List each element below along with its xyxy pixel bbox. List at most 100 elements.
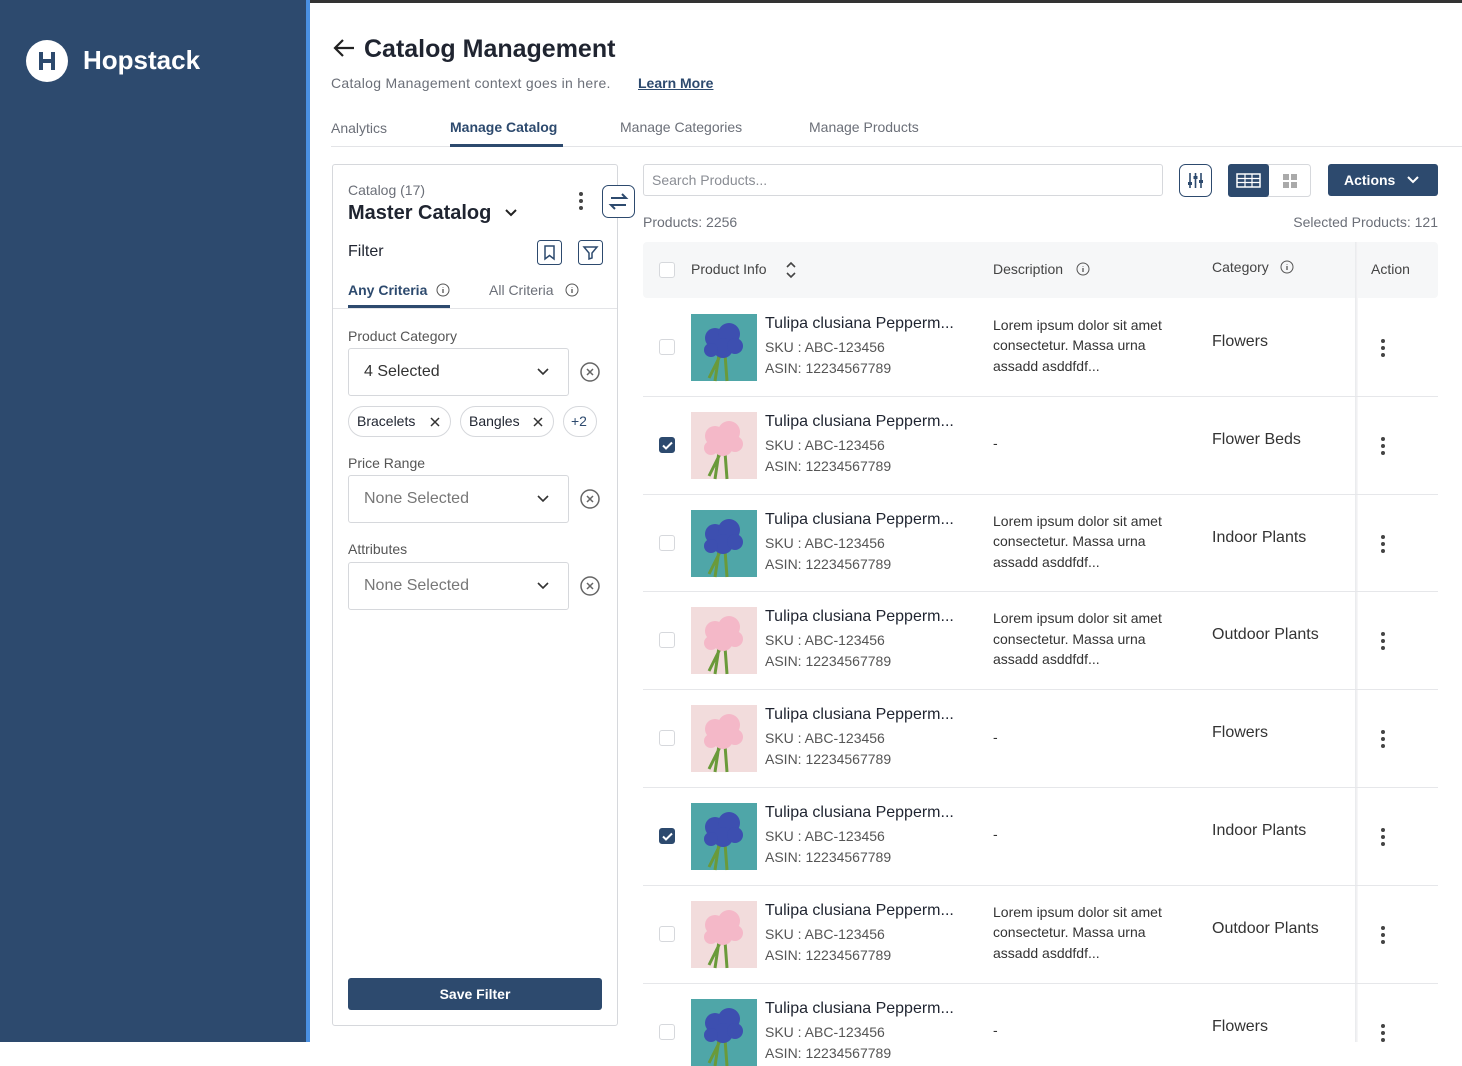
row-action-menu[interactable] <box>1380 436 1386 456</box>
context-text: Catalog Management context goes in here. <box>331 75 611 91</box>
column-header: Category <box>1212 259 1269 275</box>
row-checkbox[interactable] <box>659 632 675 649</box>
product-name: Tulipa clusiana Pepperm... <box>765 608 954 626</box>
product-thumbnail <box>691 314 757 382</box>
column-header[interactable]: Product Info <box>691 261 767 277</box>
actions-button[interactable]: Actions <box>1328 164 1438 196</box>
info-icon <box>436 283 450 297</box>
selected-count: Selected Products: 121 <box>1293 214 1438 230</box>
chip: Bangles <box>460 406 554 437</box>
chip-remove[interactable] <box>532 416 544 428</box>
product-category: Indoor Plants <box>1212 528 1307 546</box>
page-title: Catalog Management <box>364 35 616 63</box>
select-all-checkbox[interactable] <box>659 262 675 278</box>
column-header: Action <box>1371 261 1410 277</box>
product-asin: ASIN: 12234567789 <box>765 946 892 963</box>
info-icon <box>565 283 579 297</box>
product-name: Tulipa clusiana Pepperm... <box>765 412 954 430</box>
catalog-name[interactable]: Master Catalog <box>348 202 492 224</box>
learn-more-link[interactable]: Learn More <box>638 75 714 91</box>
actions-chevron <box>1407 176 1419 184</box>
row-action-menu[interactable] <box>1380 827 1386 847</box>
sticky-column-shadow <box>1355 242 1358 1042</box>
select[interactable]: None Selected <box>348 562 569 610</box>
row-action-menu[interactable] <box>1380 729 1386 749</box>
chip-more[interactable]: +2 <box>563 406 597 437</box>
row-action-menu[interactable] <box>1380 631 1386 651</box>
check-mark <box>662 441 673 450</box>
select[interactable]: None Selected <box>348 475 569 523</box>
brand-logo <box>26 40 68 82</box>
funnel-button[interactable] <box>578 240 603 265</box>
product-description: Lorem ipsum dolor sit amet consectetur. … <box>993 610 1162 668</box>
search-input[interactable]: Search Products... <box>643 164 1163 196</box>
product-sku: SKU : ABC-123456 <box>765 632 885 649</box>
row-checkbox[interactable] <box>659 436 675 453</box>
filter-title: Filter <box>348 243 384 260</box>
column-settings-button[interactable] <box>1179 164 1213 197</box>
bookmark-button[interactable] <box>537 240 562 265</box>
catalog-chevron[interactable] <box>505 208 517 218</box>
row-divider <box>643 591 1438 593</box>
sort-icon[interactable] <box>785 261 797 279</box>
product-description: Lorem ipsum dolor sit amet consectetur. … <box>993 316 1162 374</box>
tab-active[interactable]: Manage Catalog <box>450 119 558 135</box>
back-arrow[interactable] <box>332 38 356 58</box>
product-thumbnail <box>691 998 757 1066</box>
product-name: Tulipa clusiana Pepperm... <box>765 510 954 528</box>
product-sku: SKU : ABC-123456 <box>765 436 885 453</box>
row-checkbox[interactable] <box>659 730 675 747</box>
criteria-divider <box>333 308 617 309</box>
save-filter-button[interactable]: Save Filter <box>348 978 602 1010</box>
row-divider <box>643 395 1438 397</box>
chip-remove[interactable] <box>429 416 441 428</box>
product-description: - <box>993 435 998 452</box>
row-divider <box>643 689 1438 691</box>
kebab-menu[interactable] <box>578 191 584 213</box>
field-label: Product Category <box>348 328 457 344</box>
check-mark <box>662 832 673 841</box>
product-asin: ASIN: 12234567789 <box>765 653 892 670</box>
row-divider <box>643 884 1438 886</box>
row-action-menu[interactable] <box>1380 925 1386 945</box>
info-icon <box>1076 262 1090 276</box>
product-name: Tulipa clusiana Pepperm... <box>765 706 954 724</box>
product-asin: ASIN: 12234567789 <box>765 457 892 474</box>
tab[interactable]: Manage Products <box>809 119 919 135</box>
switch-catalog-button[interactable] <box>602 185 635 218</box>
product-sku: SKU : ABC-123456 <box>765 925 885 942</box>
view-toggle[interactable] <box>1228 164 1311 197</box>
product-sku: SKU : ABC-123456 <box>765 730 885 747</box>
clear-button[interactable] <box>580 362 600 382</box>
criteria-tab-active[interactable]: Any Criteria <box>348 282 428 298</box>
info-icon <box>1280 260 1294 274</box>
select[interactable]: 4 Selected <box>348 348 569 396</box>
clear-button[interactable] <box>580 489 600 509</box>
field-label: Price Range <box>348 455 426 471</box>
product-category: Flowers <box>1212 332 1269 350</box>
criteria-indicator <box>348 305 450 308</box>
row-checkbox[interactable] <box>659 827 675 844</box>
product-asin: ASIN: 12234567789 <box>765 1044 892 1061</box>
row-checkbox[interactable] <box>659 925 675 942</box>
product-description: Lorem ipsum dolor sit amet consectetur. … <box>993 512 1162 570</box>
product-category: Outdoor Plants <box>1212 626 1319 644</box>
products-count: Products: 2256 <box>643 214 738 230</box>
tab[interactable]: Manage Categories <box>620 119 743 135</box>
row-action-menu[interactable] <box>1380 534 1386 554</box>
row-action-menu[interactable] <box>1380 338 1386 358</box>
tab-divider <box>331 146 1462 147</box>
row-checkbox[interactable] <box>659 338 675 355</box>
product-asin: ASIN: 12234567789 <box>765 751 892 768</box>
criteria-tab[interactable]: All Criteria <box>489 282 554 298</box>
product-name: Tulipa clusiana Pepperm... <box>765 804 954 821</box>
product-name: Tulipa clusiana Pepperm... <box>765 901 954 919</box>
row-checkbox[interactable] <box>659 1023 675 1040</box>
clear-button[interactable] <box>580 576 600 596</box>
tab[interactable]: Analytics <box>331 120 388 136</box>
product-category: Outdoor Plants <box>1212 919 1319 937</box>
product-category: Indoor Plants <box>1212 821 1307 839</box>
row-action-menu[interactable] <box>1380 1023 1386 1043</box>
row-checkbox[interactable] <box>659 534 675 551</box>
table-header <box>643 242 1438 298</box>
